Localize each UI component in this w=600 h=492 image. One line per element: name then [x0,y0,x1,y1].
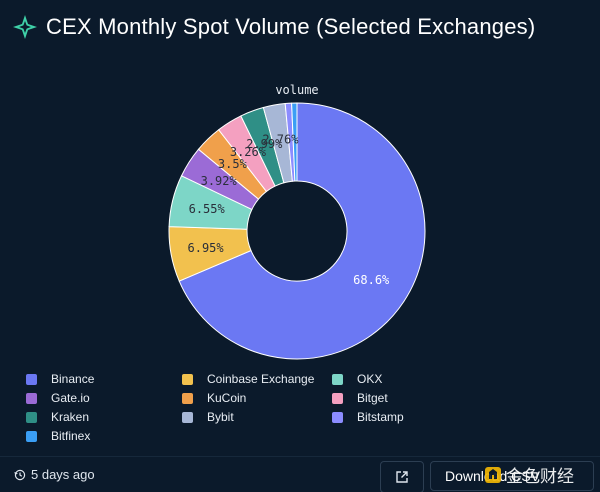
legend-item-kucoin[interactable]: KuCoin [182,389,332,407]
data-label-gate-io: 3.92% [201,174,238,188]
legend-swatch [182,373,193,385]
data-label-bitget: 3.26% [230,145,267,159]
legend-swatch [26,373,37,385]
legend-label: KuCoin [207,391,247,405]
download-csv-button[interactable]: Download CSV [430,461,594,491]
last-updated-text: 5 days ago [31,467,95,482]
legend-swatch [182,392,193,404]
legend-swatch [182,411,193,423]
open-chart-button[interactable] [380,461,424,492]
sparkle-logo-icon [13,15,37,39]
legend-swatch [26,411,37,423]
legend-item-coinbase-exchange[interactable]: Coinbase Exchange [182,370,332,388]
legend-item-bitget[interactable]: Bitget [332,389,492,407]
donut-chart: volume 68.6% 6.95% 6.55% 3.92% 3.5%3.26%2.99… [168,83,426,360]
watermark-text: 金色财经 [506,467,574,486]
data-label-okx: 6.55% [189,202,226,216]
donut-slices [168,102,426,360]
legend-item-gate-io[interactable]: Gate.io [26,389,182,407]
legend-label: Bitget [357,391,388,405]
legend-label: Kraken [51,410,90,424]
chart-footer: 5 days ago Download CSV [0,456,600,492]
legend-swatch [26,392,37,404]
legend-item-bitstamp[interactable]: Bitstamp [332,408,492,426]
legend-swatch [332,411,343,423]
watermark: 金色财经 [484,462,574,487]
legend-swatch [332,392,343,404]
chart-header: CEX Monthly Spot Volume (Selected Exchan… [12,10,590,44]
legend-label: Bitfinex [51,429,91,443]
data-label-kraken: 2.99% [246,137,283,151]
legend-item-okx[interactable]: OKX [332,370,492,388]
chart-legend: Binance Coinbase Exchange OKX Gate.io KuCoin… [26,370,586,445]
legend-item-binance[interactable]: Binance [26,370,182,388]
legend-item-bybit[interactable]: Bybit [182,408,332,426]
legend-label: Bitstamp [357,410,404,424]
external-link-icon [396,471,408,483]
slice-bitfinex[interactable] [291,102,298,182]
last-updated: 5 days ago [14,467,95,482]
chart-series-title: volume [275,83,318,97]
chart-title: CEX Monthly Spot Volume (Selected Exchan… [46,14,536,39]
legend-label: Binance [51,372,95,386]
data-label-binance: 68.6% [353,273,390,287]
donut-data-labels: 68.6% 6.95% 6.55% 3.92% 3.5%3.26%2.99%2.76% [188,132,391,287]
golden-logo-icon [485,466,501,483]
legend-swatch [26,430,37,442]
legend-label: Gate.io [51,391,90,405]
history-clock-icon [14,469,26,480]
data-label-coinbase-exchange: 6.95% [188,241,225,255]
legend-label: Coinbase Exchange [207,372,315,386]
donut-chart-area: volume 68.6% 6.95% 6.55% 3.92% 3.5% 3.26% 2.99… [0,70,600,370]
legend-item-kraken[interactable]: Kraken [26,408,182,426]
legend-item-bitfinex[interactable]: Bitfinex [26,427,182,445]
legend-swatch [332,373,343,385]
data-label-kucoin: 3.5% [218,157,248,171]
slice-binance[interactable] [178,102,426,360]
legend-label: Bybit [207,410,234,424]
data-label-bybit: 2.76% [262,132,299,146]
legend-label: OKX [357,372,383,386]
